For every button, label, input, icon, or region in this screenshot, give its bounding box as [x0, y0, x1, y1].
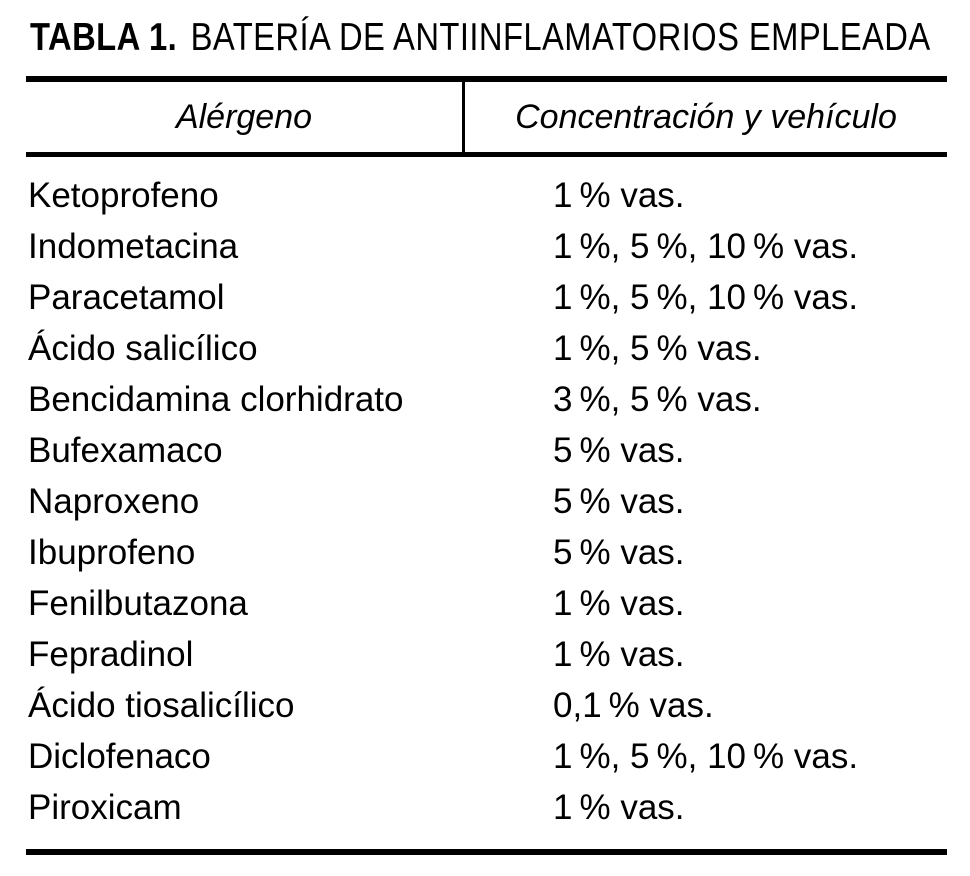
concentration-cell: 1 %, 5 %, 10 % vas. — [553, 226, 859, 266]
table-body: Ketoprofeno 1 % vas. Indometacina 1 %, 5… — [28, 157, 947, 833]
allergen-cell: Bufexamaco — [28, 430, 223, 470]
table-row: Piroxicam 1 % vas. — [28, 782, 947, 833]
allergen-cell: Fepradinol — [28, 634, 194, 674]
table-header: Alérgeno Concentración y vehículo — [26, 82, 947, 152]
concentration-cell: 3 %, 5 % vas. — [553, 379, 762, 419]
concentration-cell: 1 % vas. — [553, 634, 685, 674]
bottom-rule — [26, 849, 947, 855]
concentration-cell: 1 % vas. — [553, 175, 685, 215]
table-row: Diclofenaco 1 %, 5 %, 10 % vas. — [28, 731, 947, 782]
allergen-cell: Ácido salicílico — [28, 328, 258, 368]
header-rule — [26, 152, 947, 157]
allergen-cell: Indometacina — [28, 226, 239, 266]
concentration-cell: 1 % vas. — [553, 787, 685, 827]
concentration-cell: 1 % vas. — [553, 583, 685, 623]
table-row: Ácido salicílico 1 %, 5 % vas. — [28, 323, 947, 374]
concentration-cell: 1 %, 5 % vas. — [553, 328, 762, 368]
table-row: Fepradinol 1 % vas. — [28, 629, 947, 680]
table-row: Indometacina 1 %, 5 %, 10 % vas. — [28, 221, 947, 272]
allergen-cell: Diclofenaco — [28, 736, 211, 776]
concentration-cell: 0,1 % vas. — [553, 685, 714, 725]
table-row: Bencidamina clorhidrato 3 %, 5 % vas. — [28, 374, 947, 425]
table-row: Ketoprofeno 1 % vas. — [28, 170, 947, 221]
table-title-label: TABLA 1. — [30, 16, 178, 59]
allergen-cell: Ketoprofeno — [28, 175, 219, 215]
allergen-cell: Paracetamol — [28, 277, 225, 317]
table-row: Ácido tiosalicílico 0,1 % vas. — [28, 680, 947, 731]
table-row: Fenilbutazona 1 % vas. — [28, 578, 947, 629]
column-header-concentracion: Concentración y vehículo — [515, 97, 897, 136]
allergen-cell: Ácido tiosalicílico — [28, 685, 295, 725]
table-title: TABLA 1. BATERÍA DE ANTIINFLAMATORIOS EMP… — [30, 18, 931, 57]
top-rule — [26, 76, 947, 82]
table-row: Paracetamol 1 %, 5 %, 10 % vas. — [28, 272, 947, 323]
allergen-cell: Ibuprofeno — [28, 532, 196, 572]
allergen-cell: Naproxeno — [28, 481, 200, 521]
column-divider — [462, 82, 465, 152]
concentration-cell: 5 % vas. — [553, 481, 685, 521]
allergen-cell: Piroxicam — [28, 787, 182, 827]
column-header-alergeno: Alérgeno — [175, 97, 313, 136]
concentration-cell: 5 % vas. — [553, 430, 685, 470]
table-row: Bufexamaco 5 % vas. — [28, 425, 947, 476]
table-row: Naproxeno 5 % vas. — [28, 476, 947, 527]
concentration-cell: 1 %, 5 %, 10 % vas. — [553, 736, 859, 776]
allergen-cell: Fenilbutazona — [28, 583, 248, 623]
table-row: Ibuprofeno 5 % vas. — [28, 527, 947, 578]
concentration-cell: 5 % vas. — [553, 532, 685, 572]
concentration-cell: 1 %, 5 %, 10 % vas. — [553, 277, 859, 317]
allergen-cell: Bencidamina clorhidrato — [28, 379, 404, 419]
table-title-text: BATERÍA DE ANTIINFLAMATORIOS EMPLEADA — [190, 16, 931, 59]
